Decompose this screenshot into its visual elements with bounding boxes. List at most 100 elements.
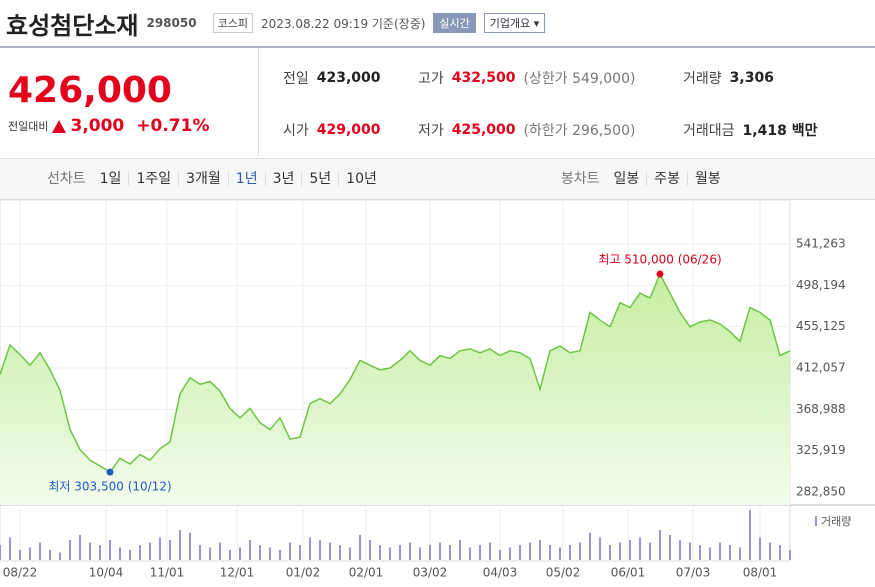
volume-bar — [69, 540, 71, 560]
volume-bar — [59, 552, 61, 560]
volume-bar — [319, 540, 321, 560]
volume-bar — [779, 545, 781, 560]
tab[interactable]: 3개월 — [178, 172, 228, 186]
volume-bar — [789, 550, 791, 560]
volume-bar — [9, 537, 11, 560]
volume-bar — [499, 550, 501, 560]
tab-label: 봉차트 — [560, 171, 600, 187]
volume-bar — [749, 510, 751, 560]
x-tick-label: 07/03 — [676, 566, 711, 580]
volume-bar — [619, 542, 621, 560]
realtime-button[interactable]: 실시간 — [433, 13, 476, 33]
volume-bar — [469, 547, 471, 560]
volume-bar — [529, 542, 531, 560]
volume-bar — [179, 530, 181, 560]
volume-bar — [669, 535, 671, 560]
quote-value: (상한가 549,000) — [523, 71, 636, 87]
tab[interactable]: 주봉 — [646, 172, 687, 186]
volume-bar — [139, 545, 141, 560]
chart: 282,850 325,919 368,988 412,057 455,125 498,1… — [0, 199, 875, 580]
volume-legend: 거래량 — [821, 515, 851, 528]
high-label: 최고 510,000 (06/26) — [598, 252, 721, 266]
volume-bar — [399, 545, 401, 560]
volume-bar — [249, 540, 251, 560]
volume-bar — [229, 550, 231, 560]
stock-name: 효성첨단소재 — [6, 11, 139, 40]
volume-bar — [699, 545, 701, 560]
quote-cell: 고가 432,500 (상한가 549,000) — [418, 68, 635, 88]
volume-bar — [219, 542, 221, 560]
volume-bar — [29, 547, 31, 560]
quote-cell: 거래량 3,306 — [683, 68, 774, 88]
tab[interactable]: 5년 — [301, 172, 338, 186]
tab-label: 선차트 — [47, 171, 86, 187]
volume-bar — [419, 547, 421, 560]
volume-bar — [79, 535, 81, 560]
quote-key: 거래량 — [683, 71, 722, 87]
title-bar: 효성첨단소재 298050 코스피 2023.08.22 09:19 기준(장중… — [0, 0, 875, 48]
volume-bar — [49, 550, 51, 560]
volume-bar — [189, 532, 191, 560]
tab[interactable]: 1년 — [227, 172, 265, 186]
volume-bar — [559, 547, 561, 560]
volume-bar — [679, 540, 681, 560]
up-icon — [52, 119, 67, 133]
volume-bar — [719, 542, 721, 560]
volume-bar — [639, 537, 641, 560]
change-label: 전일대비 — [8, 120, 49, 133]
volume-bar — [709, 547, 711, 560]
tab[interactable]: 3년 — [264, 172, 302, 186]
volume-bar — [439, 542, 441, 560]
price-line — [0, 272, 791, 474]
x-tick-label: 05/02 — [546, 566, 581, 580]
quote-key: 저가 — [418, 123, 444, 139]
volume-bar — [409, 542, 411, 560]
volume-bar — [279, 550, 281, 560]
volume-bar — [759, 537, 761, 560]
tab[interactable]: 10년 — [338, 172, 384, 186]
volume-bar — [169, 540, 171, 560]
volume-bar — [209, 547, 211, 560]
volume-bar — [159, 537, 161, 560]
volume-bar — [389, 547, 391, 560]
price-panel: 426,000 전일대비 3,000 +0.71% — [0, 48, 259, 156]
volume-bar — [549, 545, 551, 560]
price-area — [0, 273, 790, 505]
x-tick-label: 10/04 — [89, 566, 124, 580]
volume-bar — [359, 535, 361, 560]
company-button[interactable]: 기업개요 ▾ — [483, 13, 546, 33]
quote-cell: 저가 425,000 (하한가 296,500) — [418, 120, 635, 140]
quote-value: 1,418 백만 — [742, 123, 818, 139]
volume-bar — [99, 545, 101, 560]
volume-bar — [199, 545, 201, 560]
y-tick-label: 412,057 — [796, 360, 846, 374]
volume-bar — [689, 542, 691, 560]
quote-value: 423,000 — [316, 70, 381, 86]
change-value: 3,000 — [70, 116, 125, 136]
x-tick-label: 04/03 — [483, 566, 518, 580]
volume-bar — [339, 545, 341, 560]
quote-value: (하한가 296,500) — [523, 123, 636, 139]
volume-bar — [629, 540, 631, 560]
quote-key: 시가 — [283, 123, 309, 139]
volume-bar — [739, 547, 741, 560]
x-tick-label: 06/01 — [611, 566, 646, 580]
tab[interactable]: 1주일 — [128, 172, 178, 186]
tab[interactable]: 월봉 — [687, 172, 728, 186]
volume-bar — [39, 542, 41, 560]
volume-bar — [429, 545, 431, 560]
volume-bar — [349, 547, 351, 560]
x-tick-label: 08/22 — [3, 566, 38, 580]
low-marker — [106, 468, 114, 476]
quote-cell: 전일 423,000 — [283, 68, 381, 88]
volume-bar — [299, 545, 301, 560]
volume-bar — [729, 545, 731, 560]
tab[interactable]: 1일 — [99, 171, 122, 187]
y-tick-label: 541,263 — [796, 236, 846, 250]
tab[interactable]: 일봉 — [613, 171, 640, 187]
quote-key: 거래대금 — [683, 123, 735, 139]
y-tick-label: 368,988 — [796, 402, 846, 416]
datetime: 2023.08.22 09:19 기준(장중) — [260, 16, 426, 31]
x-tick-label: 03/02 — [413, 566, 448, 580]
volume-legend-icon — [815, 516, 817, 526]
